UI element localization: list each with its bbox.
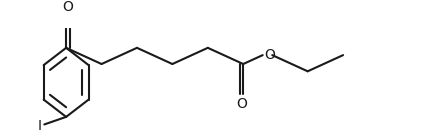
- Text: O: O: [62, 0, 73, 14]
- Text: O: O: [236, 97, 247, 112]
- Text: I: I: [38, 119, 42, 132]
- Text: O: O: [264, 48, 275, 62]
